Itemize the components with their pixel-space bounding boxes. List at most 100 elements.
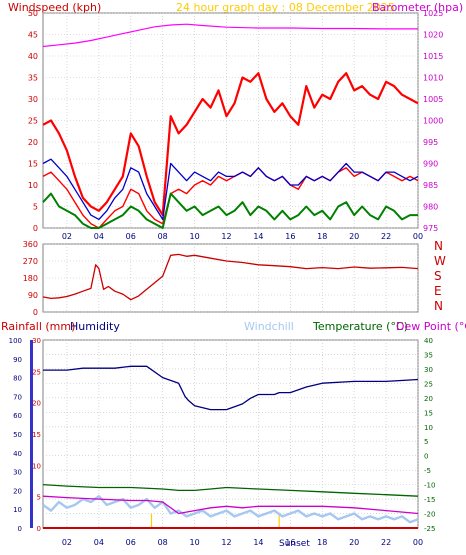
- time-tick-label: 18: [317, 538, 327, 547]
- direction-tick-label: 90: [28, 291, 38, 300]
- time-tick-label: 10: [190, 538, 200, 547]
- wind-direction-panel: 0 90 180 270 360: [23, 240, 419, 317]
- direction-letters: N W S E N: [434, 239, 446, 313]
- barometer-tick-label: 990: [423, 160, 438, 169]
- time-tick-label: 02: [62, 538, 72, 547]
- barometer-tick-label: 1010: [423, 74, 443, 83]
- windspeed-tick-label: 50: [28, 9, 38, 18]
- humidity-tick-label: 0: [18, 525, 22, 533]
- temperature-humidity-panel: 0102030405060708090100051015202530-25-20…: [9, 337, 436, 547]
- gust-series-line: [42, 72, 419, 217]
- humidity-tick-label: 90: [13, 356, 22, 364]
- humidity-tick-label: 100: [9, 337, 22, 345]
- windspeed-tick-label: 15: [28, 160, 38, 169]
- time-tick-label: 16: [285, 232, 295, 241]
- time-tick-label: 12: [221, 232, 231, 241]
- barometer-tick-label: 1015: [423, 52, 443, 61]
- windspeed-tick-label: 40: [28, 52, 38, 61]
- barometer-tick-label: 1025: [423, 9, 443, 18]
- time-tick-label: 08: [158, 232, 168, 241]
- time-tick-label: 06: [126, 538, 136, 547]
- time-tick-label: 22: [381, 232, 391, 241]
- humidity-scale-bar: [30, 340, 33, 528]
- windchill-axis-title: Windchill: [244, 320, 294, 333]
- time-tick-label: 14: [253, 232, 263, 241]
- time-tick-label: 08: [158, 538, 168, 547]
- temperature-tick-label: 0: [424, 453, 428, 461]
- humidity-tick-label: 10: [13, 506, 22, 514]
- direction-letter-w: W: [434, 254, 446, 268]
- wind-grid: [43, 12, 419, 229]
- temperature-tick-label: -15: [424, 496, 435, 504]
- direction-series-line: [42, 253, 419, 301]
- time-tick-label: 10: [190, 232, 200, 241]
- direction-tick-label: 360: [23, 240, 38, 249]
- time-tick-label: 20: [349, 538, 359, 547]
- direction-tick-label: 0: [33, 308, 38, 317]
- humidity-tick-label: 20: [13, 487, 22, 495]
- time-tick-label: 00: [413, 538, 423, 547]
- dewpoint-series-line: [42, 495, 419, 515]
- humidity-tick-label: 40: [13, 450, 22, 458]
- direction-letter-n-bottom: N: [434, 299, 443, 313]
- temperature-tick-label: 35: [424, 351, 433, 359]
- windspeed-tick-label: 0: [33, 224, 38, 233]
- windspeed-tick-label: 10: [28, 181, 38, 190]
- windspeed-axis-title: Windspeed (kph): [8, 1, 101, 14]
- temperature-axis-title: Temperature (°C): [312, 320, 408, 333]
- direction-letter-e: E: [434, 284, 442, 298]
- barometer-tick-label: 1005: [423, 95, 443, 104]
- panel-frame: [42, 339, 419, 529]
- humidity-series-line: [43, 365, 419, 411]
- windspeed-tick-label: 20: [28, 138, 38, 147]
- humidity-tick-label: 30: [13, 469, 22, 477]
- windchill-series-line: [42, 495, 419, 524]
- temperature-tick-label: -25: [424, 525, 435, 533]
- windspeed-tick-label: 5: [33, 203, 38, 212]
- rainfall-tick-label: 10: [32, 462, 41, 470]
- windspeed-tick-label: 30: [28, 95, 38, 104]
- barometer-tick-label: 995: [423, 138, 438, 147]
- rainfall-tick-label: 20: [32, 400, 41, 408]
- temperature-tick-label: 15: [424, 409, 433, 417]
- barometer-tick-label: 1000: [423, 117, 443, 126]
- graph-title: 24 hour graph day : 08 December 2025: [176, 1, 395, 14]
- direction-tick-label: 270: [23, 257, 38, 266]
- min_wind-series-line: [42, 192, 418, 229]
- barometer-axis-title: Barometer (hpa): [372, 1, 463, 14]
- time-tick-label: 22: [381, 538, 391, 547]
- direction-letter-n-top: N: [434, 239, 443, 253]
- windspeed-tick-label: 35: [28, 74, 38, 83]
- barometer-tick-label: 1020: [423, 31, 443, 40]
- windspeed-tick-label: 25: [28, 117, 38, 126]
- time-tick-label: 02: [62, 232, 72, 241]
- temperature-series-line: [42, 483, 419, 497]
- time-tick-label: 00: [413, 232, 423, 241]
- humidity-tick-label: 80: [13, 375, 22, 383]
- rainfall-tick-label: 5: [37, 494, 41, 502]
- temperature-tick-label: 20: [424, 395, 433, 403]
- time-tick-label: 20: [349, 232, 359, 241]
- humidity-axis-title: Humidity: [70, 320, 120, 333]
- barometer-series-line: [42, 23, 418, 48]
- dewpoint-axis-title: Dew Point (°C): [396, 320, 466, 333]
- wind-barometer-panel: 0510152025303540455097598098599099510001…: [28, 9, 444, 241]
- time-tick-label: 16: [285, 538, 295, 547]
- temperature-tick-label: 25: [424, 380, 433, 388]
- temperature-tick-label: -5: [424, 467, 431, 475]
- rainfall-axis-title: Rainfall (mm): [1, 320, 75, 333]
- wind-series-line: [42, 167, 419, 229]
- humidity-tick-label: 50: [13, 431, 22, 439]
- time-tick-label: 12: [221, 538, 231, 547]
- avg_wind-series-line: [42, 158, 419, 221]
- temperature-tick-label: -10: [424, 482, 435, 490]
- barometer-tick-label: 980: [423, 203, 438, 212]
- rainfall-tick-label: 0: [37, 525, 41, 533]
- time-tick-label: 18: [317, 232, 327, 241]
- barometer-tick-label: 975: [423, 224, 438, 233]
- direction-letter-s: S: [434, 269, 442, 283]
- temperature-tick-label: 30: [424, 366, 433, 374]
- temperature-tick-label: -20: [424, 511, 435, 519]
- temperature-tick-label: 10: [424, 424, 433, 432]
- barometer-tick-label: 985: [423, 181, 438, 190]
